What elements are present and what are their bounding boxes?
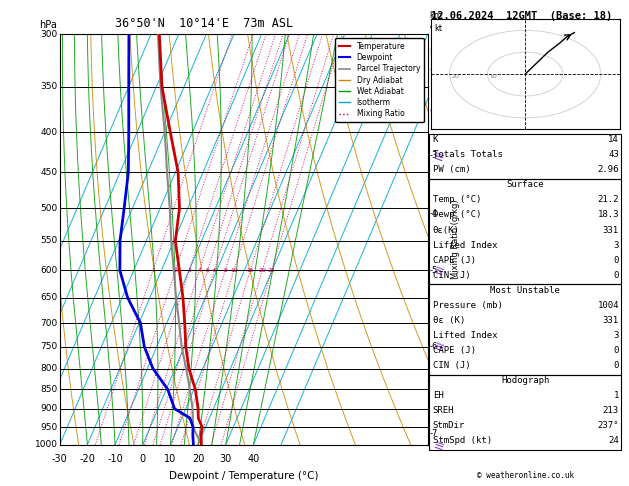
Text: 650: 650	[41, 293, 58, 302]
Text: km
ASL: km ASL	[430, 11, 445, 30]
Text: $\equiv$: $\equiv$	[430, 81, 447, 98]
Text: θε(K): θε(K)	[433, 226, 460, 235]
Text: -7: -7	[430, 429, 438, 438]
Text: Dewp (°C): Dewp (°C)	[433, 210, 481, 220]
Text: 500: 500	[41, 204, 58, 213]
Text: 800: 800	[41, 364, 58, 373]
Text: Surface: Surface	[506, 180, 544, 190]
Text: 14: 14	[608, 135, 619, 144]
Text: 24: 24	[608, 436, 619, 446]
Text: EH: EH	[433, 391, 443, 400]
Text: CIN (J): CIN (J)	[433, 361, 470, 370]
Text: -6: -6	[430, 342, 438, 351]
Text: 0: 0	[613, 361, 619, 370]
Text: 0: 0	[613, 346, 619, 355]
Legend: Temperature, Dewpoint, Parcel Trajectory, Dry Adiabat, Wet Adiabat, Isotherm, Mi: Temperature, Dewpoint, Parcel Trajectory…	[335, 38, 424, 122]
Text: 350: 350	[41, 82, 58, 91]
Text: 1: 1	[613, 391, 619, 400]
Text: LCL: LCL	[430, 48, 445, 57]
Text: © weatheronline.co.uk: © weatheronline.co.uk	[477, 471, 574, 480]
Text: θε (K): θε (K)	[433, 316, 465, 325]
Text: StmSpd (kt): StmSpd (kt)	[433, 436, 492, 446]
Text: 10: 10	[230, 268, 238, 273]
Text: 20: 20	[259, 268, 266, 273]
Text: 15: 15	[247, 268, 254, 273]
Text: -1: -1	[430, 66, 438, 74]
Text: -4: -4	[430, 209, 438, 219]
Text: 10: 10	[164, 454, 177, 464]
Text: 0: 0	[613, 271, 619, 280]
Text: 450: 450	[41, 168, 58, 177]
Text: CAPE (J): CAPE (J)	[433, 346, 476, 355]
Text: $\equiv$: $\equiv$	[430, 43, 447, 60]
Text: -5: -5	[430, 266, 438, 275]
Text: -20: -20	[79, 454, 96, 464]
Text: 5: 5	[206, 268, 209, 273]
Text: kt: kt	[435, 24, 443, 33]
Text: 1000: 1000	[35, 440, 58, 449]
Text: 950: 950	[41, 423, 58, 432]
Text: 900: 900	[41, 404, 58, 413]
Text: 750: 750	[41, 342, 58, 351]
Text: $\equiv$: $\equiv$	[430, 436, 447, 453]
Text: 30: 30	[220, 454, 232, 464]
Text: 36°50'N  10°14'E  73m ASL: 36°50'N 10°14'E 73m ASL	[115, 17, 293, 30]
Text: 2.96: 2.96	[598, 165, 619, 174]
Text: 331: 331	[603, 316, 619, 325]
Text: 8: 8	[223, 268, 227, 273]
Text: 20: 20	[192, 454, 204, 464]
Text: -30: -30	[52, 454, 68, 464]
Text: Dewpoint / Temperature (°C): Dewpoint / Temperature (°C)	[169, 471, 318, 482]
Text: 40: 40	[247, 454, 260, 464]
Text: 850: 850	[41, 385, 58, 394]
Text: Temp (°C): Temp (°C)	[433, 195, 481, 205]
Text: -3: -3	[430, 151, 438, 160]
Text: SREH: SREH	[433, 406, 454, 416]
Text: 0: 0	[140, 454, 146, 464]
Text: PW (cm): PW (cm)	[433, 165, 470, 174]
Text: 20: 20	[452, 74, 460, 80]
Text: 43: 43	[608, 150, 619, 159]
Text: -10: -10	[107, 454, 123, 464]
Text: 6: 6	[213, 268, 216, 273]
Text: 4: 4	[198, 268, 201, 273]
Text: K: K	[433, 135, 438, 144]
Text: 3: 3	[187, 268, 191, 273]
Text: 18.3: 18.3	[598, 210, 619, 220]
Text: 2: 2	[174, 268, 177, 273]
Text: 3: 3	[613, 241, 619, 250]
Text: 700: 700	[41, 318, 58, 328]
Text: Most Unstable: Most Unstable	[490, 286, 560, 295]
Text: Lifted Index: Lifted Index	[433, 331, 498, 340]
Text: 1: 1	[151, 268, 155, 273]
Text: $\equiv$: $\equiv$	[430, 338, 447, 355]
Text: 550: 550	[41, 236, 58, 245]
Text: hPa: hPa	[40, 20, 57, 30]
Text: 1004: 1004	[598, 301, 619, 310]
Text: 400: 400	[41, 128, 58, 137]
Text: $\equiv$: $\equiv$	[430, 262, 447, 279]
Text: StmDir: StmDir	[433, 421, 465, 431]
Text: 10: 10	[489, 74, 497, 80]
Text: $\equiv$: $\equiv$	[430, 147, 447, 164]
Text: 25: 25	[268, 268, 276, 273]
Text: Lifted Index: Lifted Index	[433, 241, 498, 250]
Text: Hodograph: Hodograph	[501, 376, 549, 385]
Text: Pressure (mb): Pressure (mb)	[433, 301, 503, 310]
Text: Totals Totals: Totals Totals	[433, 150, 503, 159]
Text: 600: 600	[41, 266, 58, 275]
Text: 237°: 237°	[598, 421, 619, 431]
Text: 3: 3	[613, 331, 619, 340]
Text: 0: 0	[613, 256, 619, 265]
Text: 21.2: 21.2	[598, 195, 619, 205]
Text: CAPE (J): CAPE (J)	[433, 256, 476, 265]
Text: CIN (J): CIN (J)	[433, 271, 470, 280]
Text: -2: -2	[430, 105, 438, 115]
Text: 300: 300	[41, 30, 58, 38]
Text: Mixing Ratio (g/kg): Mixing Ratio (g/kg)	[451, 200, 460, 279]
Text: 331: 331	[603, 226, 619, 235]
Text: 213: 213	[603, 406, 619, 416]
Text: 12.06.2024  12GMT  (Base: 18): 12.06.2024 12GMT (Base: 18)	[431, 11, 612, 21]
